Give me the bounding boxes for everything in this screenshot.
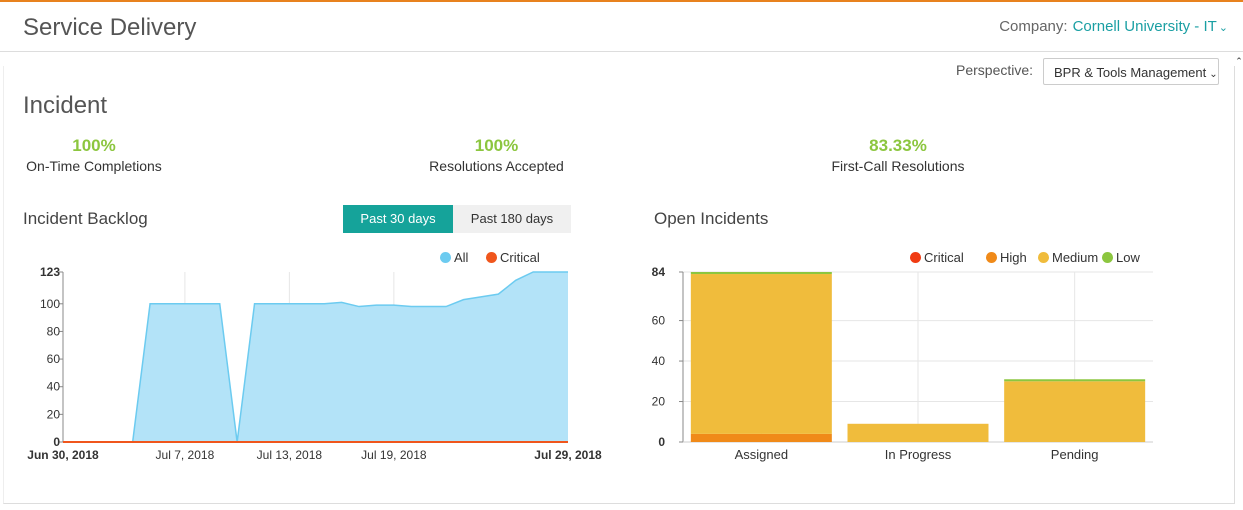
company-selector[interactable]: Company: Cornell University - IT ⌄: [999, 18, 1228, 35]
y-tick-label: 40: [652, 354, 666, 368]
legend-high[interactable]: High: [986, 250, 1027, 265]
legend-dot: [910, 252, 921, 263]
kpi-resolutions-accepted: 100% Resolutions Accepted: [426, 136, 567, 174]
kpi-value: 83.33%: [869, 136, 927, 155]
chevron-down-icon: ⌄: [1209, 69, 1218, 80]
perspective-dropdown[interactable]: BPR & Tools Management ⌄: [1043, 58, 1219, 85]
legend-label: Critical: [500, 250, 540, 265]
y-tick-label: 60: [652, 314, 666, 328]
backlog-title: Incident Backlog: [23, 209, 148, 228]
legend-label: Medium: [1052, 250, 1099, 265]
x-category-label: Assigned: [735, 447, 788, 462]
kpi-value: 100%: [72, 136, 116, 155]
bar-segment-medium: [690, 274, 832, 434]
kpi-first-call: 83.33% First-Call Resolutions: [829, 136, 967, 174]
bar-segment-high: [690, 433, 832, 442]
series-all-area: [63, 272, 568, 442]
kpi-label: First-Call Resolutions: [831, 158, 965, 174]
bar-segment-medium: [847, 423, 989, 442]
bar-segment-low: [690, 272, 832, 275]
section-title: Incident: [23, 92, 108, 119]
x-category-label: Pending: [1051, 447, 1099, 462]
chevron-down-icon[interactable]: ⌄: [1218, 22, 1228, 34]
y-tick-label: 20: [652, 395, 666, 409]
y-tick-label: 123: [40, 265, 60, 279]
legend-dot: [1038, 252, 1049, 263]
open-incidents-title: Open Incidents: [654, 209, 769, 228]
app-title: Service Delivery: [23, 14, 197, 41]
scroll-up-icon[interactable]: ⌃: [1235, 56, 1243, 66]
y-tick-label: 60: [47, 352, 61, 366]
x-tick-label: Jul 29, 2018: [534, 448, 602, 462]
bar-segment-low: [1004, 379, 1146, 382]
incident-backlog-chart: 0 20 40 60 80 100 123 Jun 30, 2018 Jul 7, 2018 Ju…: [27, 265, 602, 462]
x-tick-label: Jul 19, 2018: [361, 448, 427, 462]
legend-label: Critical: [924, 250, 964, 265]
kpi-label: On-Time Completions: [26, 158, 162, 174]
legend-low[interactable]: Low: [1102, 250, 1140, 265]
legend-dot: [986, 252, 997, 263]
y-tick-label: 20: [47, 407, 61, 421]
y-tick-label: 84: [652, 265, 666, 279]
legend-dot: [440, 252, 451, 263]
company-label: Company:: [999, 18, 1068, 35]
legend-medium[interactable]: Medium: [1038, 250, 1098, 265]
perspective-value: BPR & Tools Management: [1054, 65, 1207, 80]
y-tick-label: 0: [658, 435, 665, 449]
legend-critical[interactable]: Critical: [486, 250, 540, 265]
y-tick-label: 80: [47, 324, 61, 338]
legend-critical[interactable]: Critical: [910, 250, 964, 265]
y-tick-label: 0: [53, 435, 60, 449]
content-panel: [3, 66, 1235, 504]
legend-dot: [1102, 252, 1113, 263]
bar-segment-medium: [1004, 381, 1146, 442]
perspective-label: Perspective:: [956, 62, 1034, 78]
legend-all[interactable]: All: [440, 250, 468, 265]
series-all-line: [63, 271, 568, 443]
legend-dot: [486, 252, 497, 263]
kpi-label: Resolutions Accepted: [429, 158, 564, 174]
legend-label: High: [1000, 250, 1027, 265]
legend-label: Low: [1116, 250, 1140, 265]
x-category-label: In Progress: [885, 447, 952, 462]
header: Service Delivery Company: Cornell Univers…: [0, 2, 1243, 52]
x-tick-label: Jul 7, 2018: [156, 448, 215, 462]
tab-past-30-days[interactable]: Past 30 days: [343, 205, 453, 233]
kpi-value: 100%: [474, 136, 519, 155]
x-tick-label: Jun 30, 2018: [27, 448, 99, 462]
y-tick-label: 40: [47, 380, 61, 394]
legend-label: All: [454, 250, 469, 265]
kpi-on-time: 100% On-Time Completions: [23, 136, 165, 174]
tab-past-180-days[interactable]: Past 180 days: [453, 205, 571, 233]
y-tick-label: 100: [40, 297, 60, 311]
company-value[interactable]: Cornell University - IT: [1072, 18, 1217, 35]
x-tick-label: Jul 13, 2018: [257, 448, 323, 462]
open-incidents-chart: 0 20 40 60 84 Assigned In Progress Pending: [652, 265, 1153, 462]
top-accent-line: [0, 0, 1243, 2]
